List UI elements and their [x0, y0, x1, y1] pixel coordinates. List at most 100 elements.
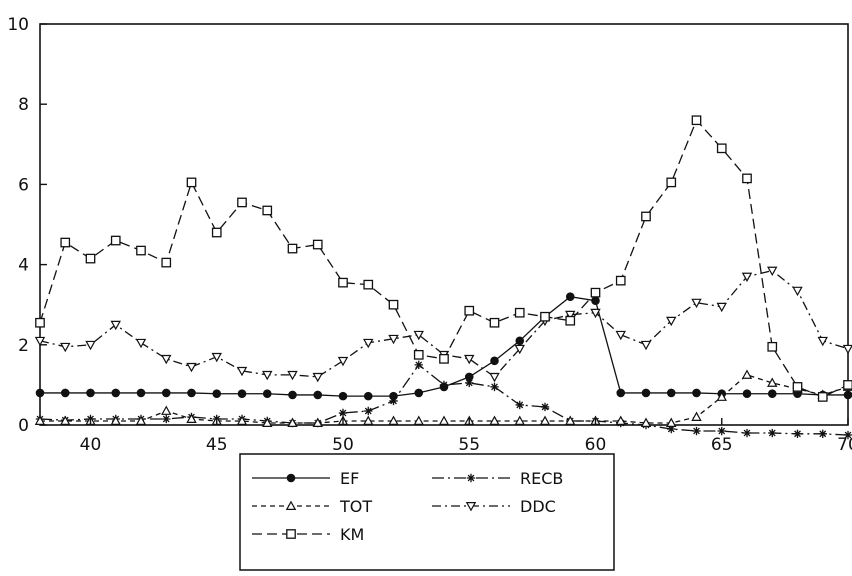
- legend-marker-km: [286, 529, 296, 539]
- data-point-ddc-38: [34, 336, 46, 347]
- legend-entry-recb: RECB: [432, 469, 563, 488]
- data-point-ddc-56: [489, 372, 500, 383]
- x-tick-label-55: 55: [458, 435, 480, 455]
- series-ddc: [34, 266, 852, 383]
- data-point-km-62: [641, 211, 651, 222]
- x-tick-label-45: 45: [206, 435, 228, 455]
- legend-marker-ddc: [465, 502, 477, 512]
- data-point-km-57: [514, 307, 525, 318]
- data-point-ef-42: [136, 388, 146, 398]
- data-point-recb-69: [818, 429, 827, 439]
- data-point-recb-43: [162, 414, 171, 424]
- data-point-tot-54: [438, 415, 450, 425]
- legend-entries: EF TOT KM RECB DDC: [252, 469, 563, 544]
- data-point-recb-63: [667, 424, 676, 434]
- data-point-ddc-66: [741, 272, 753, 283]
- data-point-ddc-40: [85, 340, 96, 351]
- data-point-km-64: [691, 115, 702, 126]
- data-point-tot-59: [565, 415, 576, 425]
- data-point-km-50: [338, 277, 348, 288]
- data-point-km-60: [590, 287, 601, 298]
- data-point-km-68: [792, 382, 803, 392]
- x-tick-label-60: 60: [585, 435, 607, 455]
- data-point-km-55: [464, 305, 475, 316]
- legend-label-ef: EF: [340, 469, 359, 488]
- data-point-ef-56: [490, 356, 499, 366]
- data-point-ef-51: [363, 391, 373, 401]
- data-point-recb-54: [439, 380, 449, 390]
- data-point-ef-62: [641, 388, 651, 398]
- data-point-ddc-47: [262, 370, 273, 381]
- data-point-km-39: [60, 237, 71, 248]
- data-point-ef-59: [565, 292, 575, 301]
- data-point-ddc-46: [236, 366, 248, 377]
- data-point-ef-60: [591, 296, 600, 305]
- legend-entry-ef: EF: [252, 469, 359, 488]
- x-tick-label-40: 40: [80, 435, 102, 455]
- legend-marker-recb: [466, 473, 476, 483]
- data-point-ddc-42: [135, 338, 147, 349]
- data-point-ddc-69: [817, 336, 828, 347]
- y-tick-label-8: 8: [18, 95, 29, 115]
- legend-marker-tot: [285, 500, 297, 510]
- data-point-km-41: [110, 235, 121, 246]
- data-point-ddc-60: [590, 308, 601, 319]
- series-tot: [34, 369, 852, 427]
- data-point-ddc-39: [60, 342, 71, 353]
- data-point-tot-49: [312, 417, 323, 427]
- data-point-recb-65: [717, 426, 726, 436]
- data-point-km-67: [767, 341, 778, 352]
- data-point-ef-44: [187, 388, 196, 398]
- data-point-recb-52: [389, 396, 398, 406]
- legend-label-ddc: DDC: [520, 497, 556, 516]
- data-point-ddc-41: [110, 320, 121, 331]
- data-point-km-49: [312, 239, 323, 250]
- data-point-km-56: [489, 317, 500, 328]
- data-point-ddc-49: [312, 372, 323, 383]
- data-point-ef-39: [60, 388, 70, 398]
- data-point-ddc-62: [640, 340, 652, 351]
- data-point-ef-47: [262, 389, 272, 399]
- data-point-tot-67: [767, 377, 778, 387]
- data-point-ef-57: [515, 336, 525, 346]
- data-point-km-44: [186, 177, 197, 188]
- data-point-ddc-65: [716, 302, 727, 313]
- data-point-km-52: [388, 299, 399, 310]
- data-point-ddc-57: [514, 344, 525, 355]
- data-point-ddc-67: [767, 266, 778, 277]
- data-point-recb-56: [490, 382, 499, 392]
- data-point-ddc-44: [186, 362, 197, 373]
- data-point-ddc-70: [842, 344, 852, 355]
- data-point-ddc-52: [388, 334, 399, 345]
- y-tick-label-2: 2: [18, 336, 29, 356]
- data-point-tot-66: [741, 369, 753, 379]
- axes: 40 45 50 55 60 65 70 0 2 4 6 8 10: [7, 15, 852, 455]
- data-point-km-63: [666, 177, 677, 188]
- data-point-km-42: [136, 245, 146, 256]
- data-point-tot-56: [489, 415, 500, 425]
- x-tick-label-70: 70: [837, 435, 852, 455]
- data-point-ef-43: [161, 388, 171, 398]
- data-point-ddc-45: [211, 352, 222, 363]
- plot-frame: [39, 23, 849, 426]
- data-point-km-65: [716, 143, 727, 154]
- data-point-ef-46: [237, 389, 247, 399]
- data-point-tot-42: [135, 415, 147, 425]
- data-point-tot-47: [262, 417, 273, 427]
- data-point-km-43: [161, 257, 172, 268]
- data-point-tot-41: [110, 415, 121, 425]
- data-point-km-46: [237, 197, 247, 208]
- data-point-tot-57: [514, 415, 525, 425]
- data-point-ef-61: [616, 388, 626, 398]
- data-point-km-40: [85, 253, 96, 264]
- data-point-ef-41: [111, 388, 121, 398]
- data-point-km-58: [540, 311, 550, 322]
- data-point-ef-45: [212, 389, 222, 399]
- legend-label-tot: TOT: [339, 497, 372, 516]
- data-point-ddc-68: [792, 286, 803, 297]
- data-point-ef-38: [35, 388, 45, 398]
- data-point-ef-66: [742, 389, 752, 399]
- data-point-ddc-61: [615, 330, 626, 341]
- series-km: [35, 115, 852, 402]
- data-point-recb-66: [742, 428, 752, 438]
